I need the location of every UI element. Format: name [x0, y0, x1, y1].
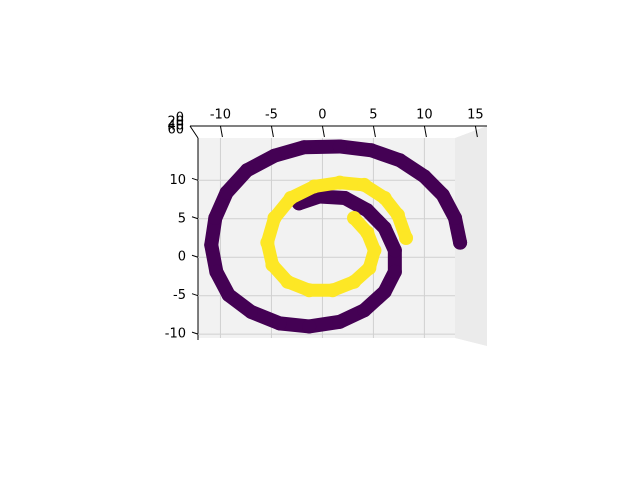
x-tick — [270, 125, 274, 138]
point — [357, 177, 372, 192]
y-tick — [191, 177, 199, 181]
x-tick — [372, 125, 376, 138]
point — [387, 264, 402, 279]
point — [267, 211, 282, 225]
z-axis-line — [189, 125, 199, 139]
x-tick-label: 15 — [467, 108, 484, 123]
point — [325, 283, 340, 298]
point — [302, 283, 317, 298]
point — [283, 191, 298, 205]
y-tick — [191, 216, 199, 220]
y-tick-label: -10 — [165, 327, 186, 342]
x-tick-label: 5 — [369, 108, 377, 123]
x-tick-label: -5 — [265, 108, 278, 123]
point — [332, 314, 347, 329]
y-tick — [191, 254, 199, 258]
point — [272, 316, 287, 331]
point — [221, 287, 236, 302]
point — [377, 191, 392, 205]
x-tick — [321, 125, 325, 138]
point — [377, 221, 392, 235]
x-tick — [474, 125, 478, 138]
point — [453, 235, 468, 250]
z-tick-label: 40 — [167, 119, 184, 134]
point — [360, 203, 375, 218]
point — [307, 179, 322, 194]
point — [337, 191, 352, 205]
point — [364, 143, 379, 158]
point — [377, 284, 392, 299]
point — [219, 185, 234, 200]
point — [265, 257, 280, 272]
point — [239, 163, 254, 178]
point — [208, 211, 223, 225]
x-tick — [219, 125, 223, 138]
point — [392, 153, 407, 168]
z-tick-label: 0 — [176, 111, 184, 126]
z-tick-label: 20 — [167, 115, 184, 130]
x-tick-label: 0 — [318, 108, 326, 123]
point — [347, 274, 362, 289]
z-tick-label: 60 — [167, 123, 184, 138]
point — [435, 187, 450, 202]
point — [332, 175, 347, 190]
point — [448, 211, 462, 225]
point — [387, 243, 402, 258]
y-tick-label: -5 — [173, 288, 186, 303]
y-tick-label: 5 — [178, 211, 186, 226]
y-tick-label: 0 — [178, 250, 186, 265]
x-tick-label: -10 — [210, 108, 231, 123]
point — [302, 319, 317, 334]
x-tick — [423, 125, 427, 138]
y-tick — [191, 293, 199, 297]
point — [390, 207, 405, 222]
x-tick-label: 10 — [416, 108, 433, 123]
point — [297, 140, 312, 155]
point — [244, 304, 259, 319]
point — [260, 235, 275, 250]
y-tick — [191, 331, 199, 335]
point — [399, 231, 414, 245]
point — [367, 243, 382, 258]
point — [209, 264, 224, 279]
point — [280, 274, 295, 289]
y-tick-label: 10 — [169, 173, 186, 188]
point — [347, 211, 362, 225]
point — [417, 169, 432, 184]
point — [360, 225, 375, 240]
point — [332, 139, 347, 154]
point-trail — [204, 139, 468, 334]
point — [357, 303, 372, 318]
side-pane — [455, 126, 487, 346]
point — [362, 261, 377, 275]
point — [204, 237, 219, 252]
point — [267, 148, 282, 163]
